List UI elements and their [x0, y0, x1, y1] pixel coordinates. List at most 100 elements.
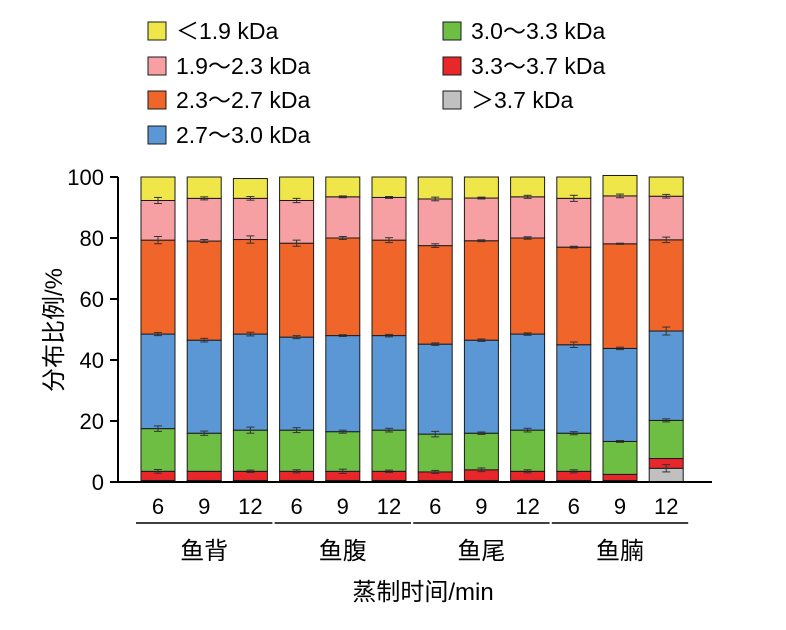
bar-segment [602, 243, 638, 349]
bar-segment [463, 339, 499, 434]
x-tick-label: 9 [614, 494, 626, 519]
error-bar [385, 427, 393, 433]
error-bar [569, 431, 578, 436]
bar-segment [186, 339, 222, 434]
bar-segment [371, 196, 407, 241]
error-bar [523, 194, 532, 199]
error-bar [662, 464, 671, 473]
x-axis: 6 9 12 鱼背 6 9 12 鱼腹 6 9 12 鱼尾 6 9 12 鱼腩 [118, 481, 712, 565]
bar-segment [556, 197, 592, 248]
bar-segment [602, 174, 638, 197]
group-label: 鱼尾 [457, 538, 505, 565]
legend-entry: ＞3.7 kDa [442, 87, 573, 113]
legend-label: 2.3～2.7 kDa [176, 87, 310, 113]
error-bar [662, 326, 671, 336]
y-axis-title: 分布比例/% [41, 268, 68, 392]
y-tick-label: 100 [67, 165, 104, 190]
bar-segment [648, 239, 684, 332]
error-bar [154, 468, 162, 474]
error-bar [523, 332, 532, 336]
bar-segment [140, 199, 176, 241]
legend-entry: 2.3～2.7 kDa [147, 87, 310, 113]
bar-segment [232, 178, 268, 199]
error-bar [385, 237, 393, 244]
bar-segment [279, 336, 315, 431]
group-label: 鱼腹 [319, 538, 367, 565]
error-bar [662, 193, 671, 199]
bar-segment [556, 246, 592, 346]
legend: ＜1.9 kDa 1.9～2.3 kDa 2.3～2.7 kDa 2.7～3.0 kD… [147, 18, 605, 148]
bar-segment [510, 333, 546, 431]
legend-entry: 3.3～3.7 kDa [442, 53, 605, 79]
y-tick-label: 80 [80, 226, 104, 251]
legend-swatch [442, 21, 462, 41]
error-bar [385, 333, 393, 338]
legend-swatch [147, 90, 167, 110]
error-bar [338, 468, 347, 474]
legend-entry: 3.0～3.3 kDa [442, 18, 605, 44]
bar-segment [417, 245, 453, 345]
bar-segment [510, 429, 546, 472]
error-bar [662, 418, 671, 423]
bar-segment [602, 347, 638, 442]
bar-segment [186, 240, 222, 341]
error-bar [292, 239, 301, 247]
bar-segment [325, 196, 361, 239]
error-bars [154, 193, 671, 474]
error-bar [431, 342, 440, 346]
error-bar [477, 467, 486, 473]
bar-segment [648, 176, 684, 197]
error-bar [385, 196, 393, 199]
bar-segment [279, 429, 315, 472]
bar-segment [417, 176, 453, 200]
legend-swatch [442, 90, 462, 110]
bar-segment [232, 429, 268, 472]
bar-segment [186, 197, 222, 242]
x-tick-label: 9 [198, 494, 210, 519]
error-bar [246, 235, 255, 244]
bar-segment [232, 239, 268, 335]
bar-segment [510, 176, 546, 198]
error-bar [246, 331, 255, 337]
bar-segment [371, 239, 407, 337]
bar-segment [140, 428, 176, 472]
bar-segment [232, 333, 268, 431]
x-tick-label: 12 [515, 494, 539, 519]
bar-segment [463, 176, 499, 199]
legend-entry: 2.7～3.0 kDa [147, 122, 310, 148]
y-tick-label: 40 [80, 348, 104, 373]
error-bar [616, 346, 624, 351]
error-bar [431, 196, 440, 202]
legend-swatch [442, 56, 462, 76]
x-tick-label: 12 [654, 494, 678, 519]
bar-segment [279, 242, 315, 338]
error-bar [616, 440, 624, 443]
error-bar [292, 427, 301, 434]
error-bar [616, 242, 624, 245]
bar-segment [417, 198, 453, 247]
x-tick-label: 6 [152, 494, 164, 519]
bar-segment [371, 429, 407, 472]
bar-segment [510, 237, 546, 335]
bar-segment [279, 199, 315, 244]
error-bar [200, 337, 209, 343]
bar-segment [325, 335, 361, 433]
bar-segment [602, 195, 638, 245]
bar-segment [417, 343, 453, 435]
bar-segment [417, 433, 453, 473]
error-bar [154, 235, 162, 245]
error-bar [200, 430, 209, 436]
bar-segment [186, 470, 222, 481]
bars [140, 174, 684, 483]
legend-entry: 1.9～2.3 kDa [147, 53, 310, 79]
bar-segment [140, 333, 176, 430]
x-tick-label: 9 [475, 494, 487, 519]
bar-segment [325, 237, 361, 337]
bar-segment [186, 432, 222, 472]
error-bar [431, 469, 440, 474]
y-tick-label: 0 [92, 470, 104, 495]
bar-segment [648, 195, 684, 241]
error-bar [246, 469, 255, 474]
x-tick-label: 6 [568, 494, 580, 519]
bar-segment [325, 176, 361, 198]
